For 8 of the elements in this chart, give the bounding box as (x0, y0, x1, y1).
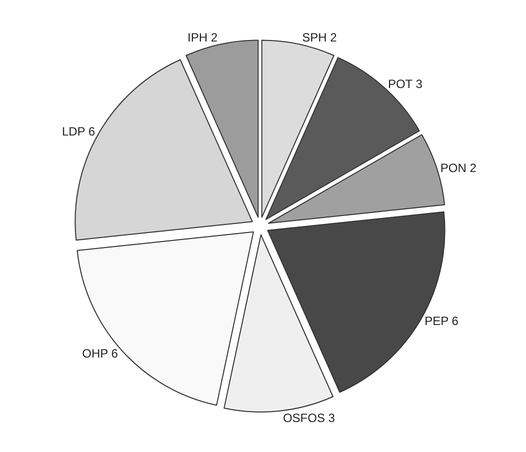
slice-label: POT 3 (388, 76, 423, 91)
slice-label: PON 2 (440, 160, 477, 175)
slice-label: PEP 6 (424, 314, 459, 328)
slice-label: SPH 2 (302, 30, 338, 44)
slice-label: OHP 6 (82, 346, 118, 361)
slice-label: IPH 2 (187, 30, 218, 44)
slice-label: LDP 6 (62, 124, 96, 138)
slice-label: OSFOS 3 (282, 410, 336, 425)
